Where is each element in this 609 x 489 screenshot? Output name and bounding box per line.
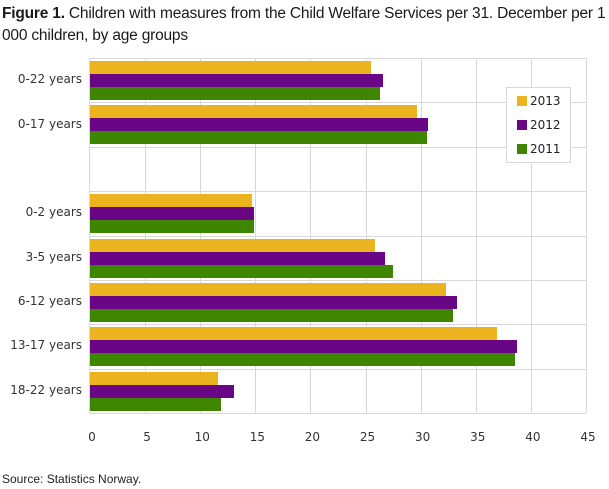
x-axis-tick-label: 30 <box>415 430 431 444</box>
horizontal-gridline <box>90 191 586 193</box>
horizontal-gridline <box>90 146 586 148</box>
bar-2013[interactable] <box>90 61 372 74</box>
horizontal-gridline <box>90 279 586 281</box>
x-axis-tick-label: 5 <box>143 430 151 444</box>
bar-2011[interactable] <box>90 264 394 278</box>
bar-2011[interactable] <box>90 131 428 145</box>
y-axis-label: 0-22 years <box>17 72 82 87</box>
x-axis-tick-label: 20 <box>304 430 321 444</box>
chart-title-text: Children with measures from the Child We… <box>2 5 606 44</box>
legend-swatch-icon <box>517 120 527 130</box>
legend-swatch-icon <box>517 96 527 106</box>
horizontal-gridline <box>90 102 586 104</box>
bar-2011[interactable] <box>90 308 453 322</box>
bar-2012[interactable] <box>90 207 255 221</box>
horizontal-gridline <box>90 324 586 326</box>
bar-2011[interactable] <box>90 87 380 100</box>
chart-title: Figure 1. Children with measures from th… <box>2 3 607 47</box>
source-note: Source: Statistics Norway. <box>2 472 142 486</box>
x-axis-tick-label: 25 <box>359 430 376 444</box>
legend-item-2013[interactable]: 2013 <box>517 94 561 108</box>
bar-2012[interactable] <box>90 74 384 87</box>
bar-2012[interactable] <box>90 384 235 398</box>
y-axis-label: 6-12 years <box>17 294 82 309</box>
legend-label: 2012 <box>530 118 561 132</box>
plot-area <box>89 58 587 414</box>
bar-2012[interactable] <box>90 295 458 309</box>
x-axis-tick-label: 35 <box>470 430 486 444</box>
legend-swatch-icon <box>517 144 527 154</box>
x-axis-tick-label: 40 <box>525 430 541 444</box>
bar-2012[interactable] <box>90 340 517 354</box>
y-axis-label: 0-2 years <box>25 205 82 220</box>
legend-item-2012[interactable]: 2012 <box>517 118 561 132</box>
bar-2011[interactable] <box>90 220 255 234</box>
vertical-gridline <box>586 58 587 413</box>
y-axis-label: 18-22 years <box>10 382 82 397</box>
bar-2013[interactable] <box>90 105 418 119</box>
legend: 2013 2012 2011 <box>506 87 571 163</box>
x-axis-tick-label: 15 <box>249 430 265 444</box>
y-axis-label: 13-17 years <box>10 338 82 353</box>
bar-2011[interactable] <box>90 397 222 411</box>
bar-2013[interactable] <box>90 238 376 252</box>
horizontal-gridline <box>90 235 586 237</box>
horizontal-gridline <box>90 368 586 370</box>
bar-2013[interactable] <box>90 371 218 385</box>
y-axis-label: 0-17 years <box>17 116 82 131</box>
legend-label: 2013 <box>530 94 561 108</box>
x-axis-tick-label: 45 <box>580 430 596 444</box>
bar-2011[interactable] <box>90 353 516 367</box>
bar-2012[interactable] <box>90 118 429 132</box>
bar-2012[interactable] <box>90 251 386 265</box>
legend-item-2011[interactable]: 2011 <box>517 142 561 156</box>
bar-2013[interactable] <box>90 327 497 341</box>
figure-number: Figure 1. <box>2 5 65 22</box>
bar-2013[interactable] <box>90 282 447 296</box>
y-axis-label: 3-5 years <box>25 249 82 264</box>
x-axis-tick-label: 0 <box>88 430 96 444</box>
bar-2013[interactable] <box>90 194 253 208</box>
legend-label: 2011 <box>530 142 561 156</box>
x-axis-tick-label: 10 <box>194 430 210 444</box>
horizontal-gridline <box>90 58 586 59</box>
